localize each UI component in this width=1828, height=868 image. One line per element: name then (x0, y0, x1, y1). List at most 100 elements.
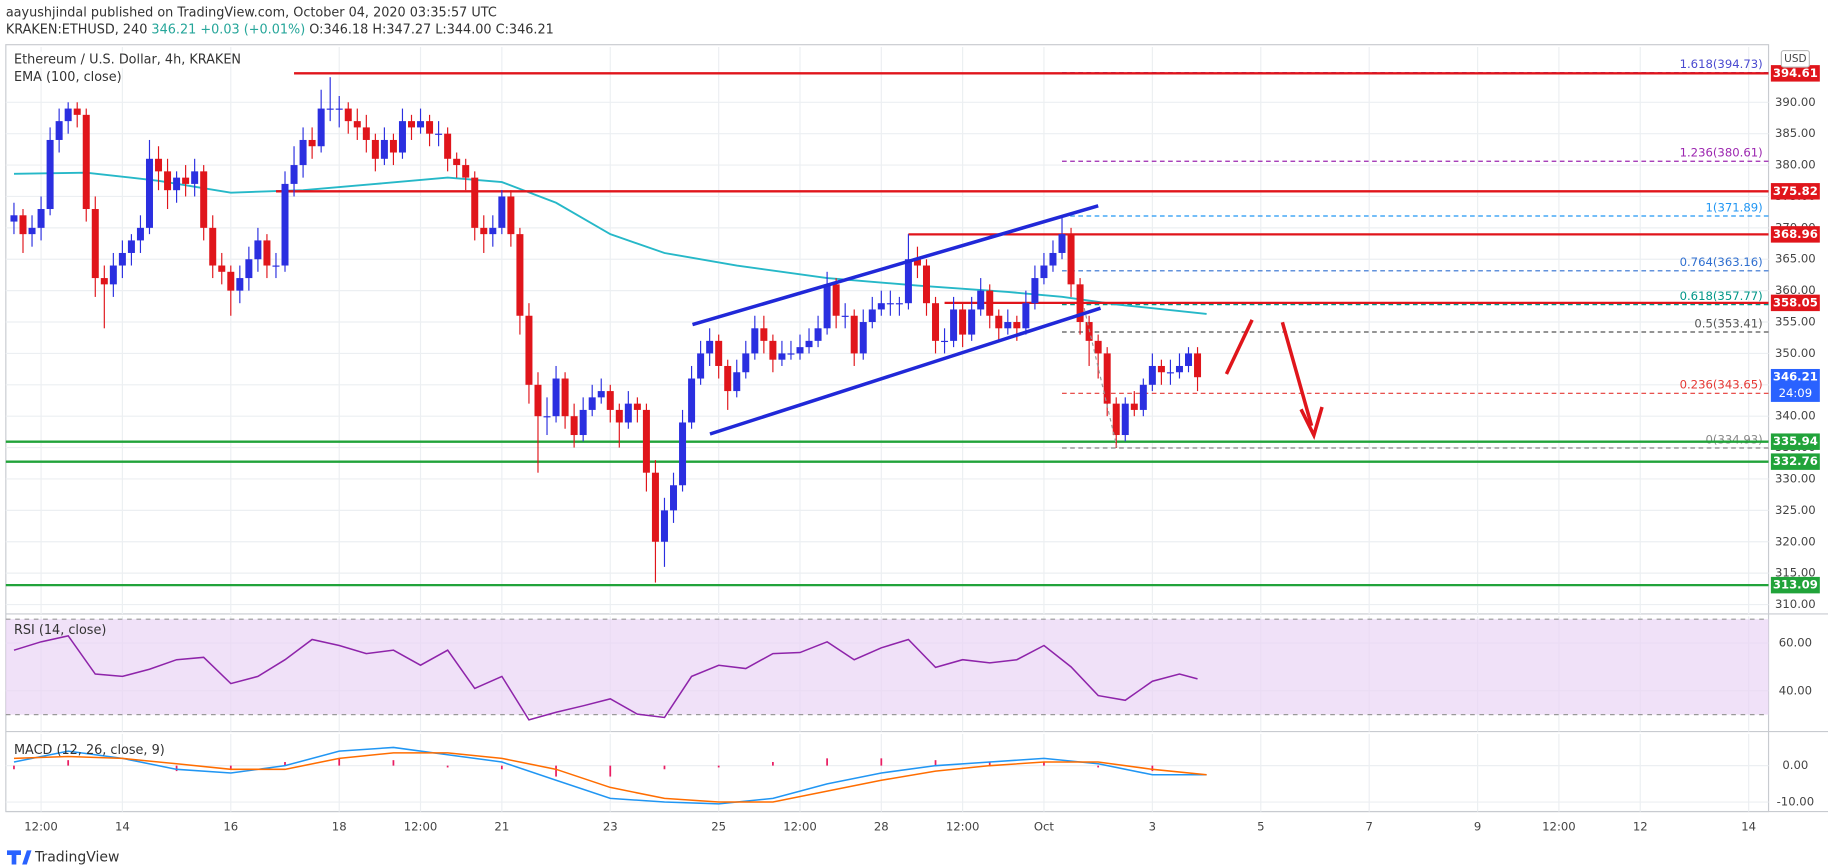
candle-body (624, 403, 632, 423)
x-tick-label: 5 (1257, 819, 1264, 833)
candle-body (660, 510, 668, 542)
series-line (13, 746, 1207, 805)
candle-body (1049, 252, 1057, 266)
candle-body (706, 340, 714, 354)
price-tag (1770, 576, 1820, 594)
arrow-down (1280, 321, 1314, 427)
x-tick-label: 28 (874, 819, 889, 833)
chart-title: Ethereum / U.S. Dollar, 4h, KRAKEN (14, 52, 241, 67)
candle-body (118, 252, 126, 266)
candle-body (579, 409, 587, 436)
candle-body (1130, 403, 1138, 410)
candle-body (10, 215, 18, 222)
candle-body (679, 422, 687, 486)
candle-body (1148, 365, 1156, 385)
candle-body (1157, 365, 1165, 373)
publisher: aayushjindal published on TradingView.co… (6, 5, 497, 20)
candle-body (1121, 403, 1129, 436)
candle-body (950, 309, 958, 341)
candle-body (1040, 265, 1048, 279)
candle-body (525, 315, 533, 385)
candle-body (335, 108, 343, 110)
candle-body (1103, 353, 1111, 404)
y-tick-label: 385.00 (1775, 126, 1816, 140)
fib-label: 0.5(353.41) (1694, 316, 1762, 330)
candle-body (173, 177, 181, 191)
candle-body (200, 171, 208, 228)
x-tick-label: 12:00 (946, 819, 980, 833)
candle-body (127, 240, 135, 253)
fib-label: 1(371.89) (1706, 200, 1763, 214)
candle-body (380, 139, 388, 159)
candle-body (823, 284, 831, 329)
price-tag-label: 313.09 (1773, 578, 1818, 592)
candle-body (209, 227, 217, 266)
candle-body (1004, 322, 1012, 329)
price-tag (1770, 226, 1820, 243)
last-price: 346.21 (1773, 370, 1818, 384)
y-tick-label: -10.00 (1777, 795, 1815, 809)
candle-body (191, 171, 199, 184)
price-tag-label: 358.05 (1773, 295, 1818, 309)
x-tick-label: 21 (494, 819, 509, 833)
plot-layer: 310.00315.00320.00325.00330.00335.00340.… (5, 47, 1820, 833)
candle-body (444, 133, 452, 159)
candle-body (769, 340, 777, 360)
x-tick-label: 7 (1365, 819, 1372, 833)
candle-body (290, 165, 298, 184)
channel-upper (692, 204, 1099, 327)
x-tick-label: 12:00 (404, 819, 438, 833)
candle-body (1058, 234, 1066, 253)
candle-body (886, 303, 894, 305)
candle-body (805, 340, 813, 348)
candle-body (922, 265, 930, 304)
candle-body (588, 397, 596, 410)
candle-body (760, 328, 768, 341)
candle-body (498, 196, 506, 228)
last-price-tag (1770, 368, 1820, 402)
candle-body (281, 183, 289, 266)
candle-body (796, 347, 804, 354)
candle-body (552, 378, 560, 417)
price-tag (1770, 294, 1820, 312)
swing-line (1083, 308, 1118, 448)
candle-body (1067, 234, 1075, 285)
currency: USD (1784, 53, 1806, 65)
fib-label: 1.236(380.61) (1680, 145, 1763, 159)
candle-body (398, 121, 406, 153)
candle-body (543, 416, 551, 418)
arrow-up (1224, 319, 1254, 375)
fib-label: 1.618(394.73) (1680, 57, 1763, 71)
candle-body (489, 227, 497, 235)
candle-body (55, 121, 63, 140)
price-tag-label: 368.96 (1773, 227, 1818, 241)
candle-body (986, 290, 994, 316)
x-tick-label: 9 (1474, 819, 1481, 833)
symbol: KRAKEN:ETHUSD, 240 (6, 22, 148, 37)
ohlc: O:346.18 H:347.27 L:344.00 C:346.21 (309, 22, 554, 37)
x-tick-label: 3 (1149, 819, 1156, 833)
y-tick-label: 60.00 (1779, 635, 1812, 649)
candle-body (904, 259, 912, 304)
candle-body (977, 290, 985, 310)
candle-body (82, 114, 90, 210)
candle-body (1185, 353, 1192, 366)
candle-body (145, 158, 153, 228)
candle-body (109, 265, 117, 285)
candle-body (1031, 278, 1039, 304)
candle-body (28, 227, 36, 235)
x-tick-label: 16 (223, 819, 238, 833)
fib-label: 0(334.93) (1706, 432, 1763, 446)
series-line (13, 752, 1207, 803)
candle-body (1094, 340, 1102, 354)
candle-body (362, 127, 370, 140)
y-tick-label: 360.00 (1775, 283, 1816, 297)
price: 346.21 (151, 22, 196, 37)
x-tick-label: 23 (603, 819, 618, 833)
candle-body (263, 240, 271, 266)
candle-body (326, 108, 334, 110)
ema-legend: EMA (100, close) (14, 70, 122, 85)
fib-label: 0.236(343.65) (1680, 378, 1763, 392)
candle-body (344, 108, 352, 122)
